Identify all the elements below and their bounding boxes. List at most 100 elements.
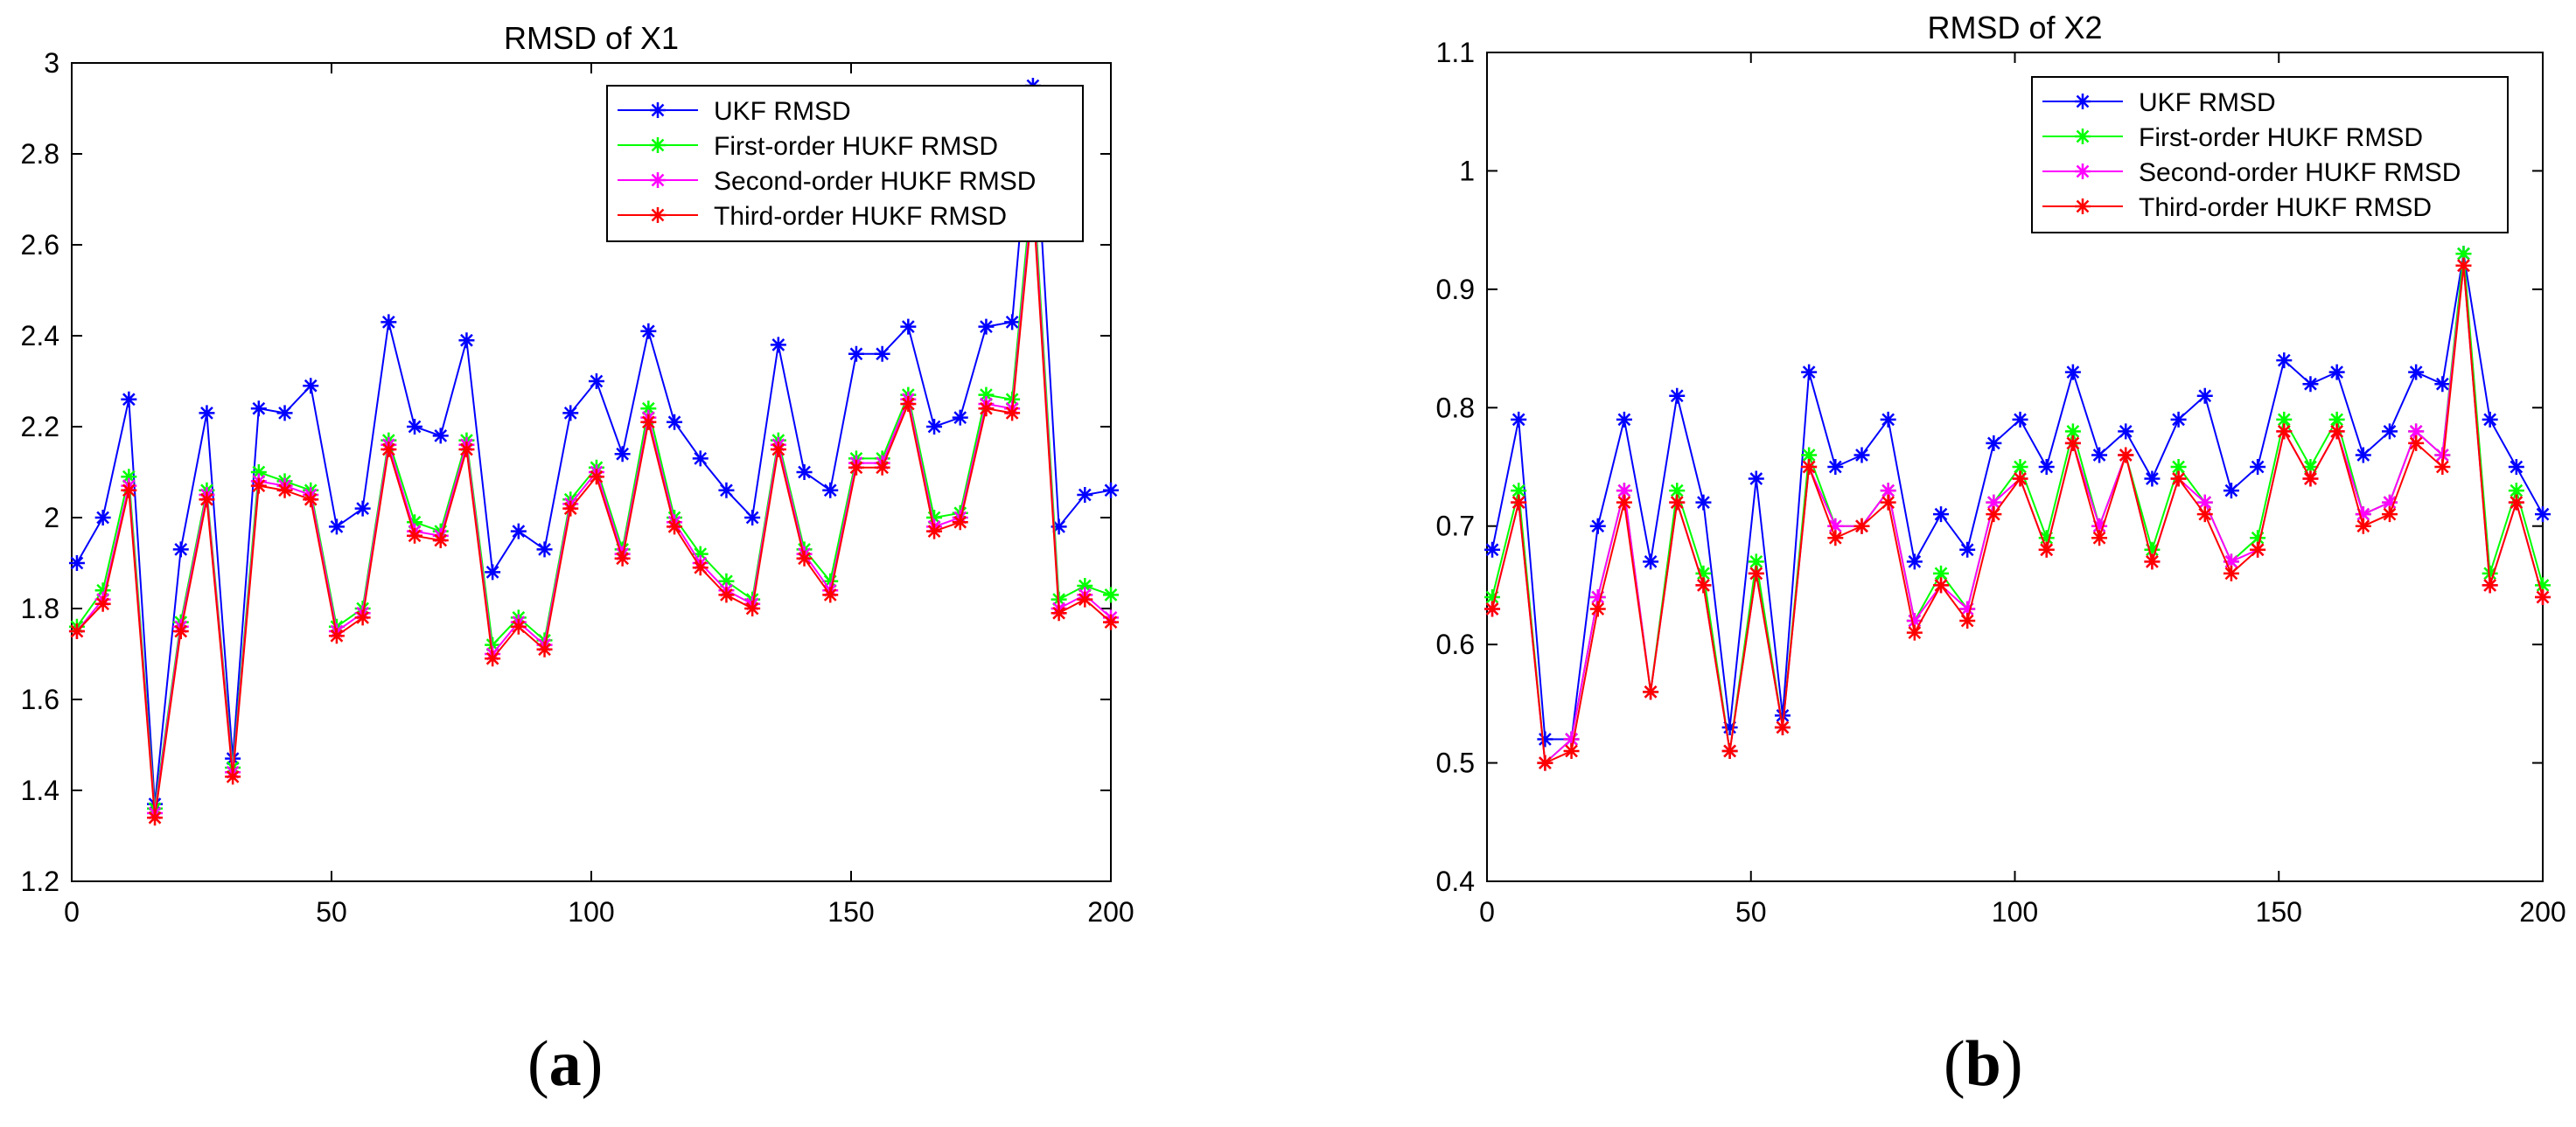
series-point-b-0 [1484,541,1501,558]
series-point-a-1 [485,637,501,653]
series-point-b-3 [2223,565,2239,581]
series-point-b-1 [1748,553,1764,570]
y-tick-label-a: 2.4 [21,320,59,351]
series-point-b-3 [1643,684,1659,700]
series-point-b-0 [1774,707,1791,724]
series-point-b-0 [2276,352,2293,369]
series-point-a-0 [68,555,85,571]
series-point-a-0 [485,564,501,581]
series-point-a-3 [848,459,864,476]
series-point-a-0 [380,314,397,330]
series-point-b-1 [2455,246,2472,262]
legend-label-b-1: First-order HUKF RMSD [2139,123,2423,152]
series-point-a-3 [900,396,917,412]
series-point-b-0 [2408,364,2425,380]
panel-label-b: (b) [1944,1028,2023,1100]
series-point-b-1 [2250,530,2266,546]
x-tick-label-a: 0 [64,896,80,928]
series-point-b-3 [2144,553,2161,570]
legend-label-b-0: UKF RMSD [2139,88,2276,117]
series-point-b-0 [2328,364,2345,380]
y-tick-label-a: 2.6 [21,229,59,261]
series-point-a-1 [640,400,657,417]
series-point-a-3 [407,527,423,544]
series-point-b-2 [1986,494,2002,511]
y-tick-label-b: 0.9 [1436,274,1475,305]
y-tick-label-b: 0.8 [1436,392,1475,423]
series-point-b-0 [2535,506,2551,523]
series-point-a-3 [276,482,293,498]
series-point-b-2 [1880,483,1896,499]
series-point-b-1 [1484,588,1501,605]
series-point-b-0 [2355,447,2371,463]
series-point-b-0 [2064,364,2081,380]
series-point-b-0 [1669,387,1686,404]
series-point-b-1 [1801,447,1818,463]
series-point-a-3 [796,550,813,567]
x-tick-label-b: 200 [2519,896,2566,928]
series-point-b-0 [2434,376,2451,393]
series-point-b-3 [1748,565,1764,581]
series-point-b-3 [2455,257,2472,274]
series-point-b-2 [2355,506,2371,523]
series-point-a-0 [536,541,553,558]
series-point-b-3 [2535,588,2551,605]
series-point-a-0 [796,464,813,480]
series-point-b-1 [1695,565,1712,581]
y-tick-label-a: 2.2 [21,411,59,442]
series-point-a-0 [199,405,215,421]
series-point-a-3 [68,623,85,639]
series-point-a-1 [822,573,839,589]
series-point-b-3 [1616,494,1632,511]
series-point-b-3 [2302,470,2319,487]
series-point-a-0 [692,450,709,467]
series-point-b-1 [2535,577,2551,594]
series-point-b-3 [1589,601,1606,617]
series-point-b-3 [2064,435,2081,451]
y-tick-label-a: 1.6 [21,684,59,715]
series-point-a-3 [744,601,761,616]
series-point-b-3 [2482,577,2498,594]
series-point-b-0 [1748,470,1764,487]
legend-label-a-2: Second-order HUKF RMSD [714,167,1036,196]
series-point-b-1 [2482,565,2498,581]
series-point-b-0 [1880,411,1896,428]
series-point-b-0 [2118,423,2134,440]
panel-label-a-text: a [548,1028,582,1100]
series-point-a-0 [1077,487,1093,503]
series-point-b-3 [2355,518,2371,534]
series-point-a-3 [303,491,319,508]
series-point-a-3 [199,491,215,508]
series-point-b-1 [2508,483,2524,499]
series-point-b-2 [1827,518,1844,534]
series-point-a-3 [562,500,579,517]
legend-marker-a-3 [650,207,666,223]
series-point-a-0 [276,405,293,421]
series-point-a-0 [640,323,657,339]
chart-b: RMSD of X2 0 50 100 150 200 0.4 0.5 0.6 0.7 0.8 0.9… [1436,10,2566,928]
series-point-b-2 [2381,494,2398,511]
y-tick-label-b: 0.5 [1436,748,1475,779]
legend-marker-a-1 [650,137,666,153]
series-point-b-0 [2038,459,2055,475]
series-point-b-3 [1695,577,1712,594]
series-point-b-0 [2223,483,2239,499]
series-point-b-3 [2408,435,2425,451]
series-point-b-3 [2328,423,2345,440]
series-point-b-0 [2250,459,2266,475]
y-tick-label-b: 1 [1459,155,1475,186]
chart-a: RMSD of X1 0 50 100 150 200 1.2 1.4 1.6 1.8 2 2.2 2.… [21,20,1134,928]
series-point-b-3 [2012,470,2028,487]
series-point-a-0 [874,345,890,362]
series-point-a-3 [94,595,111,612]
series-point-b-0 [2196,387,2213,404]
series-point-a-3 [718,587,735,603]
series-point-b-1 [2064,423,2081,440]
y-tick-label-b: 1.1 [1436,37,1475,68]
series-point-b-3 [1774,719,1791,735]
series-point-a-3 [458,442,475,457]
series-point-b-3 [1880,494,1896,511]
legend-marker-a-0 [650,102,666,118]
series-point-b-0 [1933,506,1950,523]
